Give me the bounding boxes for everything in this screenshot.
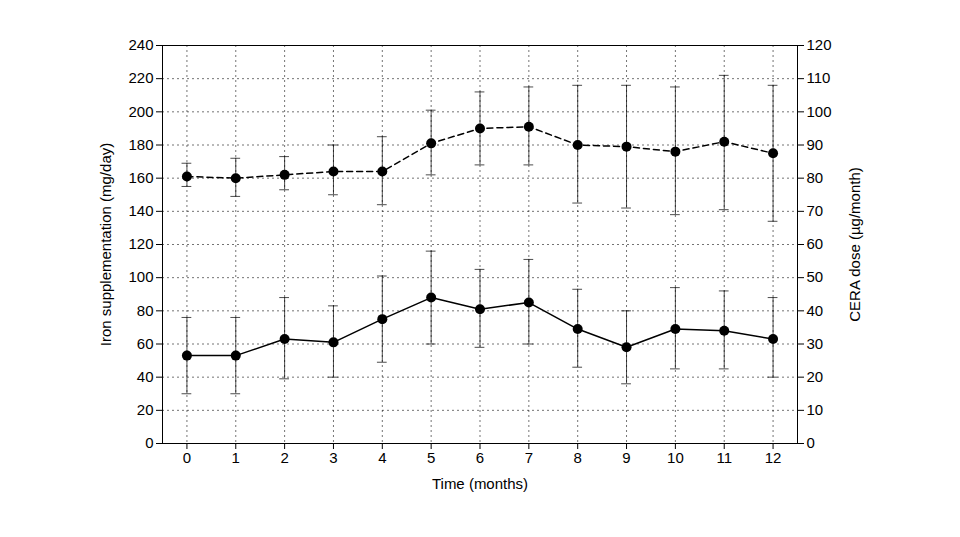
svg-text:70: 70 bbox=[807, 202, 824, 219]
svg-text:Iron supplementation (mg/day): Iron supplementation (mg/day) bbox=[97, 143, 114, 346]
svg-text:100: 100 bbox=[807, 103, 832, 120]
svg-text:6: 6 bbox=[476, 449, 484, 466]
svg-text:30: 30 bbox=[807, 335, 824, 352]
svg-text:200: 200 bbox=[128, 103, 153, 120]
svg-text:60: 60 bbox=[137, 335, 154, 352]
svg-text:120: 120 bbox=[128, 235, 153, 252]
svg-text:0: 0 bbox=[807, 434, 815, 451]
svg-text:120: 120 bbox=[807, 36, 832, 53]
svg-text:140: 140 bbox=[128, 202, 153, 219]
svg-text:Time (months): Time (months) bbox=[432, 475, 528, 492]
svg-text:9: 9 bbox=[622, 449, 630, 466]
svg-text:80: 80 bbox=[137, 302, 154, 319]
svg-text:80: 80 bbox=[807, 169, 824, 186]
svg-text:10: 10 bbox=[807, 401, 824, 418]
svg-text:220: 220 bbox=[128, 69, 153, 86]
svg-text:90: 90 bbox=[807, 136, 824, 153]
svg-text:180: 180 bbox=[128, 136, 153, 153]
svg-text:100: 100 bbox=[128, 268, 153, 285]
svg-text:40: 40 bbox=[807, 302, 824, 319]
svg-text:7: 7 bbox=[525, 449, 533, 466]
svg-text:5: 5 bbox=[427, 449, 435, 466]
svg-text:2: 2 bbox=[280, 449, 288, 466]
svg-text:0: 0 bbox=[145, 434, 153, 451]
svg-text:4: 4 bbox=[378, 449, 386, 466]
svg-text:3: 3 bbox=[329, 449, 337, 466]
svg-text:CERA dose (µg/month): CERA dose (µg/month) bbox=[846, 167, 863, 322]
svg-text:240: 240 bbox=[128, 36, 153, 53]
svg-text:160: 160 bbox=[128, 169, 153, 186]
svg-text:40: 40 bbox=[137, 368, 154, 385]
svg-text:12: 12 bbox=[765, 449, 782, 466]
svg-text:10: 10 bbox=[667, 449, 684, 466]
svg-text:0: 0 bbox=[183, 449, 191, 466]
svg-text:60: 60 bbox=[807, 235, 824, 252]
svg-text:8: 8 bbox=[574, 449, 582, 466]
svg-text:20: 20 bbox=[807, 368, 824, 385]
svg-text:20: 20 bbox=[137, 401, 154, 418]
svg-text:50: 50 bbox=[807, 268, 824, 285]
svg-text:110: 110 bbox=[807, 69, 831, 86]
svg-text:1: 1 bbox=[232, 449, 240, 466]
svg-text:11: 11 bbox=[716, 449, 732, 466]
